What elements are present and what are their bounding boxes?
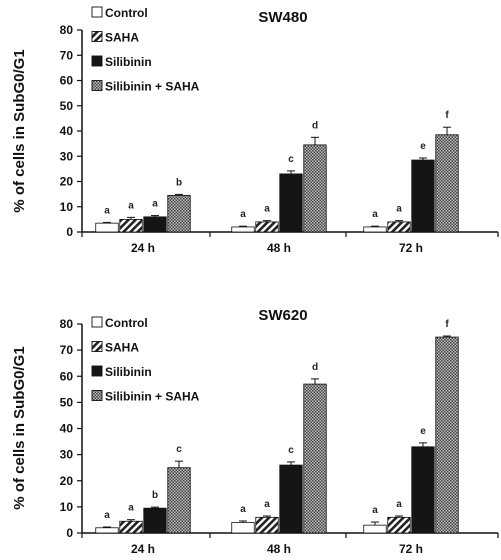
legend-swatch xyxy=(91,316,103,328)
bar xyxy=(167,194,191,233)
legend-label: Control xyxy=(105,6,148,20)
y-tick-label: 50 xyxy=(60,395,74,409)
significance-label: b xyxy=(176,177,182,188)
significance-label: a xyxy=(264,204,270,215)
y-tick-label: 60 xyxy=(60,369,74,383)
bar xyxy=(435,336,459,534)
y-tick-label: 30 xyxy=(60,448,74,462)
legend-label: Control xyxy=(105,316,148,330)
significance-label: a xyxy=(152,199,158,210)
legend-swatch xyxy=(91,365,103,377)
significance-label: e xyxy=(420,426,426,437)
chart-sw620: SW620 % of cells in SubG0/G1 0 10 20 30 40 50 60… xyxy=(11,307,499,556)
x-category-label: 72 h xyxy=(399,241,423,255)
significance-label: a xyxy=(372,209,378,220)
significance-label: c xyxy=(288,154,294,165)
y-tick-label: 70 xyxy=(60,343,74,357)
y-tick-label: 30 xyxy=(60,149,74,163)
legend-label: Silibinin + SAHA xyxy=(105,390,200,404)
y-tick-label: 40 xyxy=(60,422,74,436)
legend-label: SAHA xyxy=(105,341,139,355)
y-tick-label: 80 xyxy=(60,23,74,37)
bar xyxy=(303,383,327,534)
bar xyxy=(411,159,435,233)
y-tick-label: 20 xyxy=(60,175,74,189)
bar xyxy=(119,218,143,233)
bar xyxy=(95,527,119,534)
bar xyxy=(363,524,387,534)
significance-label: e xyxy=(420,141,426,152)
significance-label: d xyxy=(312,362,318,373)
bar xyxy=(255,221,279,233)
x-category-label: 24 h xyxy=(131,241,155,255)
significance-label: c xyxy=(288,445,294,456)
y-tick-label: 0 xyxy=(66,526,73,540)
legend-label: Silibinin xyxy=(105,55,152,69)
significance-label: a xyxy=(372,505,378,516)
bar xyxy=(435,134,459,233)
bar xyxy=(167,467,191,534)
significance-label: c xyxy=(176,444,182,455)
y-tick-label: 40 xyxy=(60,124,74,138)
chart-title: SW480 xyxy=(258,9,307,26)
significance-label: a xyxy=(104,510,110,521)
significance-label: a xyxy=(396,204,402,215)
legend-swatch xyxy=(91,390,103,401)
significance-label: a xyxy=(396,499,402,510)
significance-label: a xyxy=(128,200,134,211)
significance-label: f xyxy=(445,110,449,121)
bar xyxy=(387,516,411,534)
bar xyxy=(255,516,279,534)
significance-label: a xyxy=(240,209,246,220)
y-tick-label: 10 xyxy=(60,200,74,214)
significance-label: a xyxy=(240,504,246,515)
legend-swatch xyxy=(91,80,103,91)
y-tick-label: 20 xyxy=(60,474,74,488)
bar xyxy=(387,221,411,233)
bar xyxy=(143,216,167,233)
bar xyxy=(279,173,303,233)
bar xyxy=(143,507,167,534)
significance-label: a xyxy=(264,499,270,510)
legend-swatch xyxy=(91,31,103,42)
bar xyxy=(303,144,327,233)
x-category-label: 48 h xyxy=(267,542,291,556)
bar xyxy=(231,226,255,233)
bar xyxy=(231,522,255,534)
bar xyxy=(119,520,143,534)
y-axis-label: % of cells in SubG0/G1 xyxy=(11,346,28,509)
legend-label: Silibinin + SAHA xyxy=(105,80,200,94)
y-tick-label: 0 xyxy=(66,225,73,239)
significance-label: a xyxy=(128,503,134,514)
y-tick-label: 80 xyxy=(60,317,74,331)
x-category-label: 24 h xyxy=(131,542,155,556)
bar xyxy=(411,446,435,534)
legend-swatch xyxy=(91,55,103,67)
x-category-label: 48 h xyxy=(267,241,291,255)
significance-label: b xyxy=(152,490,158,501)
bar xyxy=(363,226,387,233)
legend-swatch xyxy=(91,341,103,352)
significance-label: f xyxy=(445,319,449,330)
y-tick-label: 70 xyxy=(60,48,74,62)
y-axis-label: % of cells in SubG0/G1 xyxy=(11,49,28,212)
chart-title: SW620 xyxy=(258,307,307,324)
y-tick-label: 50 xyxy=(60,99,74,113)
y-tick-label: 60 xyxy=(60,74,74,88)
bar xyxy=(95,222,119,233)
legend-label: Silibinin xyxy=(105,365,152,379)
significance-label: d xyxy=(312,120,318,131)
significance-label: a xyxy=(104,205,110,216)
x-category-label: 72 h xyxy=(399,542,423,556)
bar xyxy=(279,464,303,534)
legend-swatch xyxy=(91,6,103,18)
chart-sw480: SW480 % of cells in SubG0/G1 0 10 20 30 40 50 60… xyxy=(11,6,499,255)
legend-label: SAHA xyxy=(105,31,139,45)
y-tick-label: 10 xyxy=(60,500,74,514)
